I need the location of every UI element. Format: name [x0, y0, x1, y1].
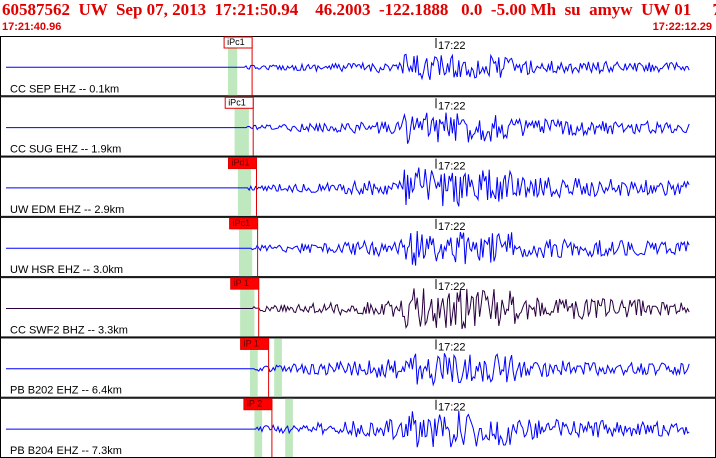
station-label: PB B204 EHZ -- 7.3km [10, 445, 122, 457]
waveform [6, 230, 690, 266]
waveform [6, 167, 690, 207]
station-label: UW EDM EHZ -- 2.9km [10, 204, 124, 216]
time-mark: 17:22 [438, 100, 466, 112]
pick-window [239, 217, 253, 277]
event-title: 60587562 UW Sep 07, 2013 17:21:50.94 46.… [2, 0, 716, 19]
station-label: CC SEP EHZ -- 0.1km [10, 83, 119, 95]
pick-marker[interactable] [223, 36, 253, 49]
time-start-label: 17:21:40.96 [2, 21, 62, 33]
time-mark: 17:22 [438, 281, 466, 293]
time-mark: 17:22 [438, 402, 466, 414]
time-mark: 17:22 [438, 341, 466, 353]
pick-window [240, 278, 255, 337]
time-mark: 17:22 [438, 221, 466, 233]
pick-marker[interactable] [229, 217, 259, 230]
secondary-window [274, 338, 282, 397]
pick-window [228, 37, 238, 96]
pick-marker[interactable] [230, 277, 260, 290]
station-label: PB B202 EHZ -- 6.4km [10, 385, 122, 397]
pick-label: iPc1 [228, 97, 246, 107]
pick-marker[interactable] [224, 96, 254, 109]
waveform [6, 53, 690, 81]
pick-marker[interactable] [240, 337, 270, 350]
pick-window [234, 97, 249, 156]
pick-marker[interactable] [228, 157, 257, 170]
pick-marker[interactable] [243, 398, 273, 411]
pick-label: iP 1 [234, 278, 249, 288]
time-end-label: 17:22:12.29 [652, 21, 712, 33]
waveform [6, 288, 690, 330]
trace-row[interactable]: iPc1 17:22 UW HSR EHZ -- 3.0km [0, 216, 716, 278]
pick-label: iPd1 [232, 158, 250, 168]
waveform [6, 410, 690, 448]
pick-window [237, 157, 252, 216]
station-label: UW HSR EHZ -- 3.0km [10, 264, 123, 276]
seismogram-panel[interactable]: iPc1 17:22 CC SEP EHZ -- 0.1km iPc1 17:22 CC … [0, 36, 716, 458]
pick-label: iPc1 [227, 37, 245, 47]
waveform [6, 353, 690, 387]
time-mark: 17:22 [438, 161, 466, 173]
pick-window [250, 338, 258, 397]
station-label: CC SWF2 BHZ -- 3.3km [10, 324, 128, 336]
trace-row[interactable]: iP 1 17:22 PB B202 EHZ -- 6.4km [0, 337, 716, 398]
pick-window [254, 398, 263, 457]
time-mark: 17:22 [438, 40, 466, 52]
trace-row[interactable]: iPc1 17:22 CC SUG EHZ -- 1.9km [0, 96, 716, 157]
pick-label: iPc1 [233, 218, 251, 228]
waveform [6, 112, 690, 144]
trace-row[interactable]: iPd1 17:22 UW EDM EHZ -- 2.9km [0, 156, 716, 217]
secondary-window [285, 398, 293, 457]
trace-row[interactable]: iPc1 17:22 CC SEP EHZ -- 0.1km [0, 36, 716, 97]
pick-label: iP 1 [244, 338, 259, 348]
event-header: 60587562 UW Sep 07, 2013 17:21:50.94 46.… [0, 0, 716, 36]
trace-row[interactable]: iP 2 17:22 PB B204 EHZ -- 7.3km [0, 397, 716, 458]
pick-label: iP 2 [247, 399, 262, 409]
trace-row[interactable]: iP 1 17:22 CC SWF2 BHZ -- 3.3km [0, 277, 716, 338]
station-label: CC SUG EHZ -- 1.9km [10, 144, 121, 156]
